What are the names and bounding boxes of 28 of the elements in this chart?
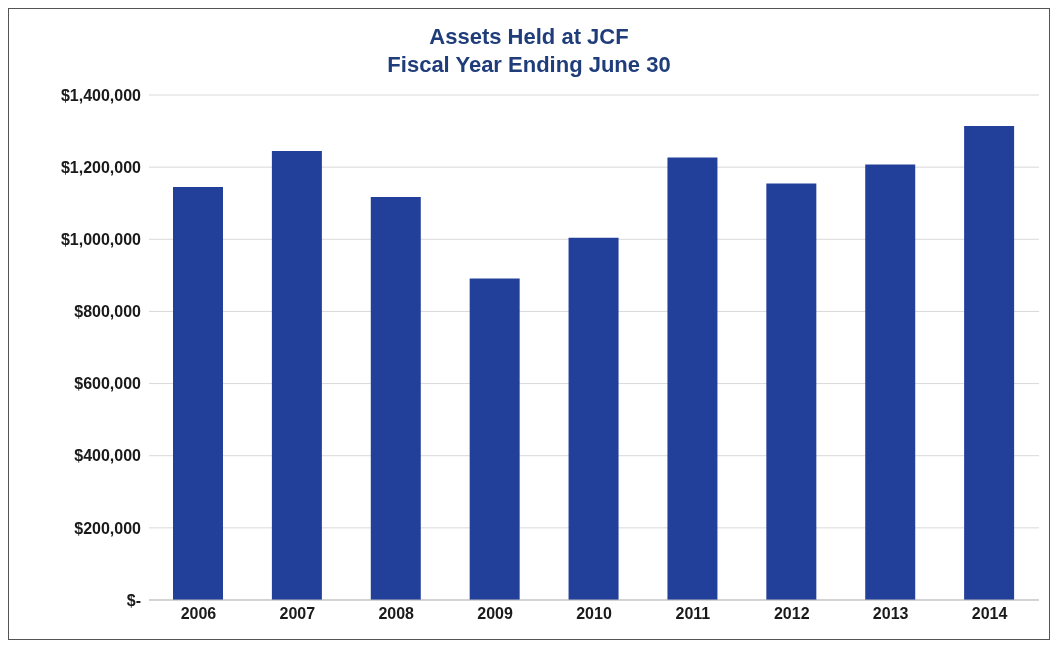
chart-subtitle: Fiscal Year Ending June 30 [386,51,672,79]
y-tick-label: $400,000 [74,447,142,465]
x-tick-label: 2007 [279,605,316,623]
x-tick-label: 2009 [477,605,514,623]
bar [964,126,1015,600]
bar [469,278,520,600]
bar [865,164,916,600]
x-tick-label: 2011 [675,605,711,623]
x-tick-label: 2008 [378,605,415,623]
x-tick-label: 2013 [872,605,909,623]
bar [173,186,223,600]
bar [271,150,322,600]
y-tick-label: $1,400,000 [60,86,142,104]
chart-title: Assets Held at JCF [428,23,630,51]
y-tick-label: $- [126,591,141,609]
bar [568,237,619,600]
x-tick-label: 2010 [576,605,612,623]
bar [766,183,817,600]
y-tick-label: $1,200,000 [60,158,142,176]
bar [370,197,421,600]
y-tick-label: $600,000 [74,375,142,393]
x-tick-label: 2006 [180,605,217,623]
x-tick-label: 2012 [773,605,810,623]
y-tick-label: $200,000 [74,519,142,537]
y-tick-label: $1,000,000 [60,230,142,248]
y-tick-label: $800,000 [74,303,142,321]
bar [667,157,718,600]
x-tick-label: 2014 [971,605,1008,623]
